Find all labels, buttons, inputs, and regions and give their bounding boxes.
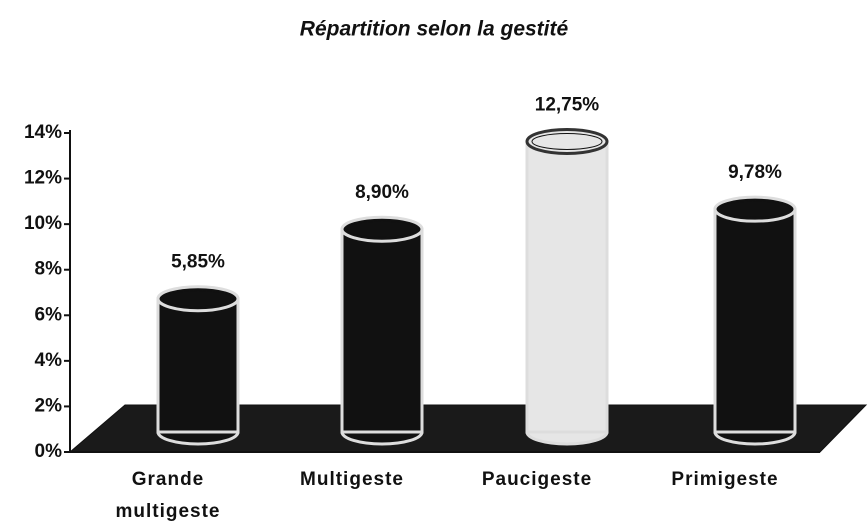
x-tick-label: Paucigeste: [481, 469, 593, 490]
bar-top: [156, 285, 240, 313]
bar-top-rim: [346, 220, 418, 238]
y-tick-label: 8%: [35, 259, 63, 280]
y-tick-label: 2%: [35, 395, 63, 416]
y-tick-label: 6%: [35, 304, 63, 325]
value-label: 5,85%: [171, 252, 225, 273]
bar-top: [713, 195, 797, 223]
bar: [340, 227, 424, 434]
bar-top-rim: [162, 290, 234, 308]
y-tick-label: 14%: [24, 122, 62, 143]
value-label: 8,90%: [355, 182, 409, 203]
bar: [525, 139, 609, 434]
bar-top: [340, 215, 424, 243]
value-label: 9,78%: [728, 162, 782, 183]
bar-top-rim: [531, 132, 603, 150]
bar: [156, 297, 240, 434]
chart-title: Répartition selon la gestité: [300, 18, 569, 41]
bar: [713, 207, 797, 434]
bar-top-rim: [719, 200, 791, 218]
y-tick-label: 10%: [24, 213, 62, 234]
y-tick-label: 0%: [35, 441, 63, 462]
x-tick-label: Multigeste: [300, 469, 404, 490]
x-tick-label: Grande multigeste: [115, 469, 221, 522]
bar-top: [525, 127, 609, 155]
y-tick-label: 4%: [35, 350, 63, 371]
y-tick-label: 12%: [24, 168, 62, 189]
value-label: 12,75%: [535, 94, 600, 115]
x-tick-label: Primigeste: [671, 469, 779, 490]
